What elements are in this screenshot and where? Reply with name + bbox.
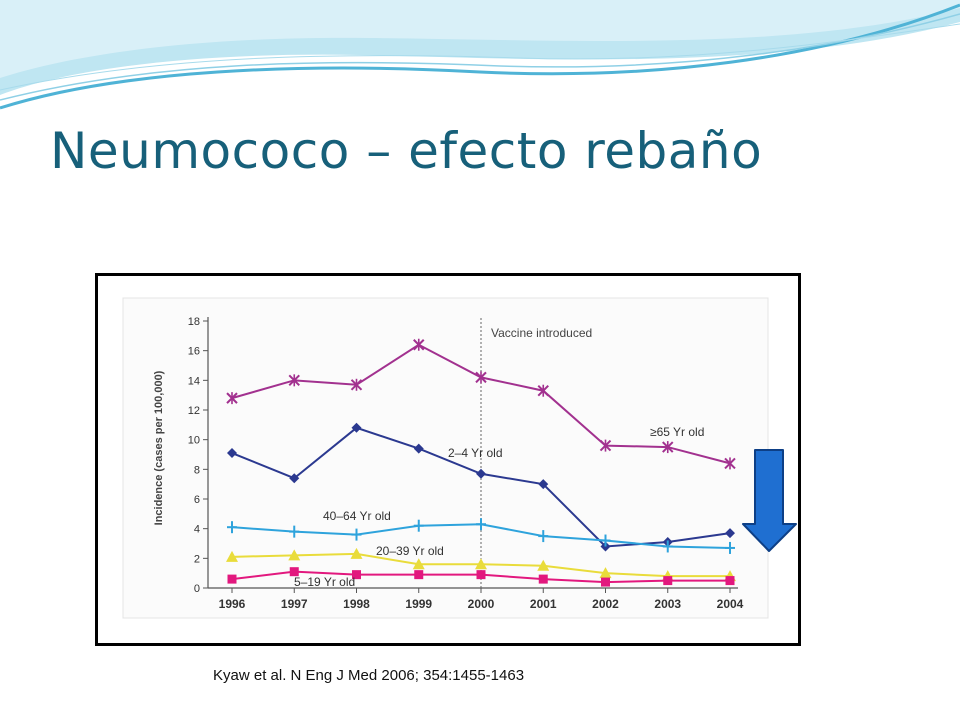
- data-point-square: [352, 570, 361, 580]
- data-point-triangle: [226, 550, 238, 562]
- data-point-star: [413, 338, 425, 351]
- data-point-triangle: [475, 558, 487, 570]
- series-group: [227, 567, 735, 587]
- data-point-square: [476, 570, 486, 580]
- data-point-triangle: [537, 559, 550, 571]
- series-labels: ≥65 Yr old 2–4 Yr old 40–64 Yr old 20–39 Yr…: [294, 425, 704, 589]
- x-tick-label: 2001: [530, 597, 557, 611]
- data-point-plus: [413, 519, 424, 532]
- data-point-diamond: [476, 468, 486, 479]
- data-point-diamond: [227, 448, 237, 459]
- data-point-star: [475, 371, 487, 384]
- data-point-diamond: [289, 473, 300, 484]
- series-label: 2–4 Yr old: [448, 446, 503, 460]
- data-point-star: [288, 374, 300, 387]
- data-point-star: [537, 384, 549, 397]
- data-point-plus: [351, 528, 362, 541]
- data-point-triangle: [412, 558, 425, 570]
- x-tick-label: 1998: [343, 597, 370, 611]
- data-point-plus: [600, 534, 611, 547]
- axes: 0 2 4 6 8 10 12 14 16 18 1996 1997 1998 1999 2000 2001 2…: [188, 316, 744, 611]
- data-point-star: [724, 457, 736, 470]
- data-point-plus: [538, 530, 549, 543]
- header-swoosh-decoration: [0, 0, 960, 110]
- y-tick-label: 0: [194, 583, 200, 595]
- line-chart: 0 2 4 6 8 10 12 14 16 18 1996 1997 1998 1999 2000 2001 2…: [122, 297, 769, 619]
- series-lines: [226, 338, 736, 587]
- data-point-star: [599, 439, 612, 452]
- down-arrow-icon: [742, 449, 797, 552]
- data-point-triangle: [599, 567, 612, 579]
- swoosh-band-mid: [0, 0, 960, 78]
- figure-frame: 0 2 4 6 8 10 12 14 16 18 1996 1997 1998 1999 2000 2001 2…: [95, 273, 801, 646]
- y-tick-label: 16: [188, 346, 200, 358]
- x-tick-label: 1996: [219, 597, 246, 611]
- y-tick-label: 12: [188, 405, 200, 417]
- data-point-square: [663, 576, 673, 586]
- series-group: [227, 518, 735, 554]
- data-point-plus: [476, 518, 486, 531]
- data-point-plus: [662, 540, 673, 553]
- x-tick-label: 2003: [654, 597, 681, 611]
- data-point-triangle: [288, 549, 301, 561]
- y-tick-label: 4: [194, 524, 200, 536]
- down-arrow-shape: [742, 449, 797, 552]
- series-label: 40–64 Yr old: [323, 509, 391, 523]
- figure-inner-panel: [122, 297, 769, 619]
- x-tick-label: 2002: [592, 597, 619, 611]
- data-point-triangle: [350, 547, 363, 559]
- x-tick-label: 2000: [468, 597, 495, 611]
- y-tick-label: 6: [194, 494, 200, 506]
- data-point-diamond: [538, 479, 549, 490]
- series-label: ≥65 Yr old: [650, 425, 704, 439]
- data-point-square: [538, 574, 548, 584]
- data-point-square: [227, 574, 237, 584]
- swoosh-line-dark: [0, 3, 960, 110]
- data-point-diamond: [413, 443, 424, 454]
- y-tick-label: 18: [188, 316, 200, 328]
- series-group: [226, 338, 736, 470]
- x-tick-label: 1997: [281, 597, 308, 611]
- data-point-star: [226, 392, 238, 405]
- swoosh-line-thin: [0, 23, 960, 91]
- y-tick-label: 10: [188, 435, 200, 447]
- series-label: 20–39 Yr old: [376, 544, 444, 558]
- swoosh-line-light: [0, 13, 960, 101]
- citation-text: Kyaw et al. N Eng J Med 2006; 354:1455-1…: [213, 667, 525, 684]
- y-tick-label: 8: [194, 464, 200, 476]
- slide-title: Neumococo – efecto rebaño: [50, 122, 763, 180]
- data-point-diamond: [725, 528, 735, 539]
- data-point-square: [725, 576, 735, 586]
- y-axis-label: Incidence (cases per 100,000): [153, 370, 165, 525]
- data-point-star: [350, 378, 363, 391]
- x-tick-label: 2004: [717, 597, 744, 611]
- y-tick-label: 2: [194, 553, 200, 565]
- x-tick-label: 1999: [405, 597, 432, 611]
- data-point-star: [662, 441, 674, 454]
- data-point-square: [601, 577, 610, 587]
- vaccine-introduced-label: Vaccine introduced: [491, 326, 592, 340]
- data-point-square: [289, 567, 299, 577]
- data-point-diamond: [351, 422, 362, 433]
- data-point-plus: [289, 525, 300, 538]
- data-point-plus: [227, 521, 237, 534]
- y-tick-label: 14: [188, 375, 200, 387]
- data-point-square: [414, 570, 424, 580]
- series-label: 5–19 Yr old: [294, 575, 355, 589]
- data-point-plus: [725, 541, 735, 554]
